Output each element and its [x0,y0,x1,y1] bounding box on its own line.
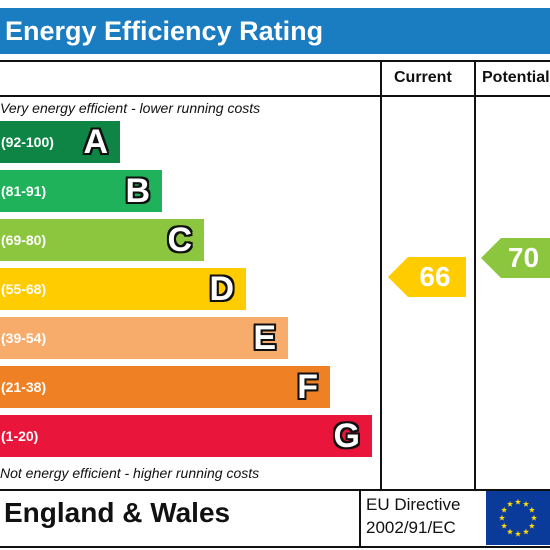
potential-column-divider [474,60,476,489]
band-g: (1-20) G [0,415,372,457]
band-f: (21-38) F [0,366,330,408]
eu-star-icon [514,498,522,505]
band-d: (55-68) D [0,268,246,310]
band-letter: B [125,172,150,210]
band-b: (81-91) B [0,170,162,212]
band-e: (39-54) E [0,317,288,359]
band-range: (92-100) [1,134,54,150]
top-border [0,60,550,62]
bottom-caption: Not energy efficient - higher running co… [0,465,260,481]
directive-line-1: EU Directive [366,495,461,514]
eu-star-icon [522,528,530,535]
band-a: (92-100) A [0,121,120,163]
eu-star-icon [528,522,535,529]
directive-line-2: 2002/91/EC [366,518,456,537]
band-range: (81-91) [1,183,47,199]
eu-star-icon [522,500,530,507]
eu-star-icon [514,530,522,537]
band-c: (69-80) C [0,219,204,261]
eu-star-icon [506,528,514,535]
band-letter: F [297,368,318,406]
eu-star-icon [530,514,538,521]
band-letter: C [167,221,192,259]
eu-star-icon [501,506,508,513]
header-divider [0,95,550,97]
potential-column-header: Potential [482,69,550,86]
eu-stars-icon [498,498,538,537]
chart-title-bar: Energy Efficiency Rating [0,8,550,54]
current-rating-arrow: 66 [388,257,466,297]
potential-rating-value: 70 [507,242,540,273]
region-label: England & Wales [4,497,231,528]
band-range: (21-38) [1,379,47,395]
current-rating-value: 66 [419,261,451,292]
top-caption: Very energy efficient - lower running co… [0,100,261,116]
eu-star-icon [498,514,506,521]
band-letter: E [253,319,276,357]
eu-star-icon [506,500,514,507]
potential-rating-arrow: 70 [481,238,550,278]
eu-flag-icon [486,491,550,545]
footer-divider-vertical [359,489,361,546]
eu-directive: EU Directive 2002/91/EC [366,493,478,539]
eu-star-icon [501,522,508,529]
chart-title: Energy Efficiency Rating [5,16,324,46]
band-letter: D [209,270,234,308]
current-column-header: Current [394,69,452,86]
current-column-divider [380,60,382,489]
band-range: (69-80) [1,232,47,248]
band-range: (39-54) [1,330,47,346]
bottom-border [0,546,550,548]
footer-divider [0,489,550,491]
band-range: (1-20) [1,428,39,444]
eu-star-icon [528,506,535,513]
band-letter: G [333,417,360,455]
band-range: (55-68) [1,281,47,297]
band-letter: A [83,123,108,161]
